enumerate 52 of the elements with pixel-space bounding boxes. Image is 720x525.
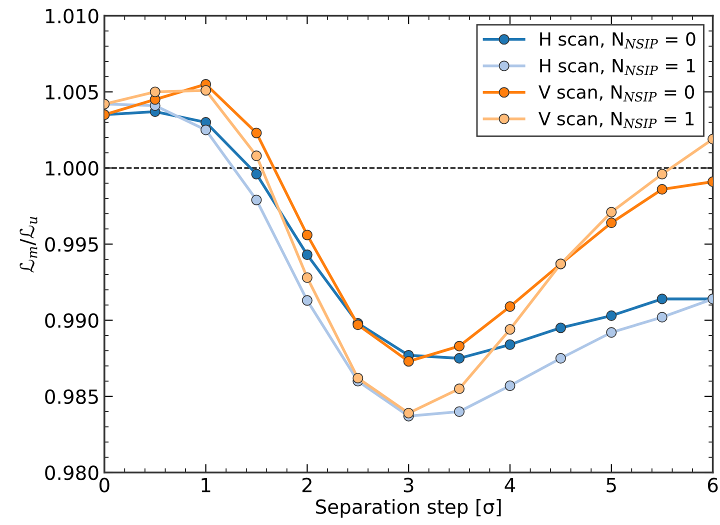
y-tick-label: 0.995 bbox=[45, 237, 98, 252]
point bbox=[352, 372, 364, 384]
point bbox=[555, 322, 566, 334]
point bbox=[251, 194, 262, 206]
point bbox=[302, 250, 312, 260]
point bbox=[251, 128, 262, 138]
point bbox=[504, 339, 516, 350]
point bbox=[606, 206, 617, 218]
y-tick-label: 1.000 bbox=[46, 160, 98, 176]
point bbox=[302, 272, 312, 283]
x-axis-title: Separation step [σ] bbox=[316, 498, 501, 518]
point bbox=[200, 85, 212, 96]
point bbox=[606, 310, 617, 321]
y-tick-label: 0.980 bbox=[45, 465, 98, 480]
point bbox=[403, 408, 414, 418]
point bbox=[251, 168, 262, 180]
point bbox=[656, 168, 668, 180]
x-tick-label: 6 bbox=[708, 478, 718, 492]
point bbox=[251, 150, 262, 162]
legend-label: H scan, N$_{NSIP}$ = 0 bbox=[540, 32, 696, 49]
point bbox=[606, 327, 617, 338]
point bbox=[454, 353, 465, 364]
legend-label: V scan, N$_{NSIP}$ = 0 bbox=[538, 85, 694, 102]
point bbox=[150, 86, 160, 98]
x-tick-label: 2 bbox=[302, 478, 312, 492]
point bbox=[504, 380, 516, 391]
legend-label: H scan, N$_{NSIP}$ = 1 bbox=[540, 59, 695, 76]
point bbox=[454, 340, 465, 352]
x-tick-label: 4 bbox=[504, 478, 516, 492]
point bbox=[454, 406, 465, 417]
point bbox=[606, 218, 617, 228]
x-tick-label: 5 bbox=[606, 478, 616, 492]
legend-label: V scan, N$_{NSIP}$ = 1 bbox=[538, 112, 694, 128]
y-axis-title: ℒ$_{m}$/ℒ$_{u}$ bbox=[20, 216, 38, 272]
point bbox=[656, 294, 668, 304]
point bbox=[454, 383, 465, 394]
point bbox=[555, 353, 566, 364]
y-tick-label: 0.985 bbox=[45, 389, 98, 404]
point bbox=[200, 124, 212, 136]
y-tick-label: 1.005 bbox=[46, 84, 98, 100]
point bbox=[656, 184, 668, 195]
point bbox=[504, 324, 516, 335]
y-tick-label: 0.990 bbox=[45, 313, 98, 328]
point bbox=[504, 301, 516, 312]
y-tick-label: 1.010 bbox=[46, 8, 98, 24]
point bbox=[403, 356, 414, 367]
x-tick-label: 3 bbox=[404, 478, 414, 492]
point bbox=[302, 230, 312, 240]
point bbox=[302, 295, 312, 306]
x-tick-label: 0 bbox=[99, 478, 110, 492]
point bbox=[656, 312, 668, 322]
x-tick-label: 1 bbox=[202, 478, 210, 492]
